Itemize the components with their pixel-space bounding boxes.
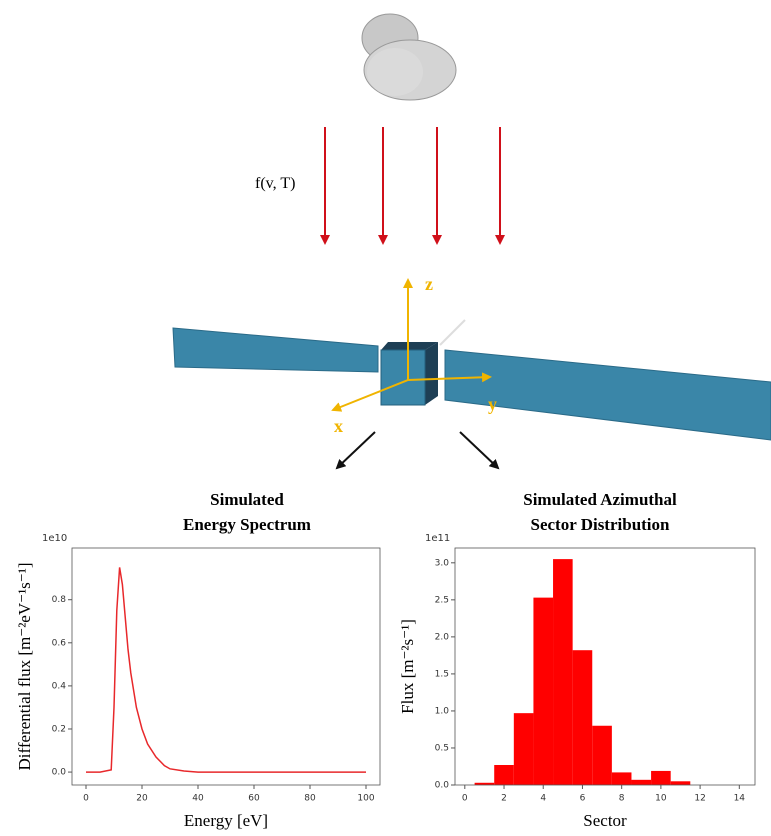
line	[86, 567, 366, 773]
y-tick-label: 0.2	[52, 724, 66, 734]
y-tick-label: 2.0	[435, 632, 450, 642]
x-tick-label: 6	[580, 794, 586, 804]
x-tick-label: 60	[248, 794, 260, 804]
flow-arrows	[320, 127, 505, 245]
plot-frame	[454, 547, 756, 786]
y-tick-label: 0.0	[52, 768, 67, 778]
y-tick-label: 3.0	[435, 558, 450, 568]
x-tick-label: 20	[136, 794, 148, 804]
y-tick-label: 0.0	[435, 781, 450, 791]
axis-label: z	[425, 274, 433, 294]
y-tick-label: 1.0	[435, 706, 450, 716]
output-arrows	[335, 431, 500, 470]
y-tick-label: 1.5	[435, 669, 449, 679]
offset-text: 1e11	[425, 533, 450, 544]
chart-title: Simulated	[210, 490, 284, 509]
bar	[592, 725, 612, 785]
bar	[631, 779, 652, 785]
x-tick-label: 0	[462, 794, 468, 804]
bar	[651, 770, 671, 785]
x-tick-label: 4	[540, 794, 546, 804]
bar	[611, 772, 632, 785]
y-axis-label: Flux [m⁻²s⁻¹]	[398, 619, 417, 714]
y-tick-label: 0.5	[435, 743, 449, 753]
x-tick-label: 12	[694, 794, 705, 804]
y-tick-label: 0.4	[52, 681, 67, 691]
y-tick-label: 0.8	[52, 595, 67, 605]
x-tick-label: 40	[192, 794, 204, 804]
plot-frame	[71, 547, 381, 786]
axes-arrows	[331, 278, 492, 412]
y-tick-label: 2.5	[435, 595, 449, 605]
bar	[533, 597, 554, 785]
bar	[494, 765, 514, 785]
spacecraft	[172, 319, 771, 441]
chart-title: Simulated Azimuthal	[523, 490, 677, 509]
axis-label: x	[334, 416, 343, 436]
bar	[513, 713, 534, 785]
offset-text: 1e10	[42, 533, 67, 544]
x-tick-label: 0	[83, 794, 89, 804]
x-tick-label: 2	[501, 794, 507, 804]
x-axis-label: Energy [eV]	[184, 811, 268, 830]
bar	[572, 650, 593, 785]
y-axis-label: Differential flux [m⁻²eV⁻¹s⁻¹]	[15, 562, 34, 770]
x-axis-label: Sector	[583, 811, 627, 830]
x-tick-label: 8	[619, 794, 625, 804]
chart-title: Sector Distribution	[531, 515, 671, 534]
bar	[670, 781, 691, 785]
y-tick-label: 0.6	[52, 638, 67, 648]
comet	[361, 13, 457, 101]
flux-label: f(v, T)	[255, 175, 295, 192]
x-tick-label: 100	[357, 794, 374, 804]
x-tick-label: 80	[304, 794, 316, 804]
axis-label: y	[488, 394, 497, 414]
x-tick-label: 14	[734, 794, 746, 804]
x-tick-label: 10	[655, 794, 667, 804]
bar	[474, 782, 495, 785]
bar	[553, 559, 573, 785]
chart-title: Energy Spectrum	[183, 515, 311, 534]
